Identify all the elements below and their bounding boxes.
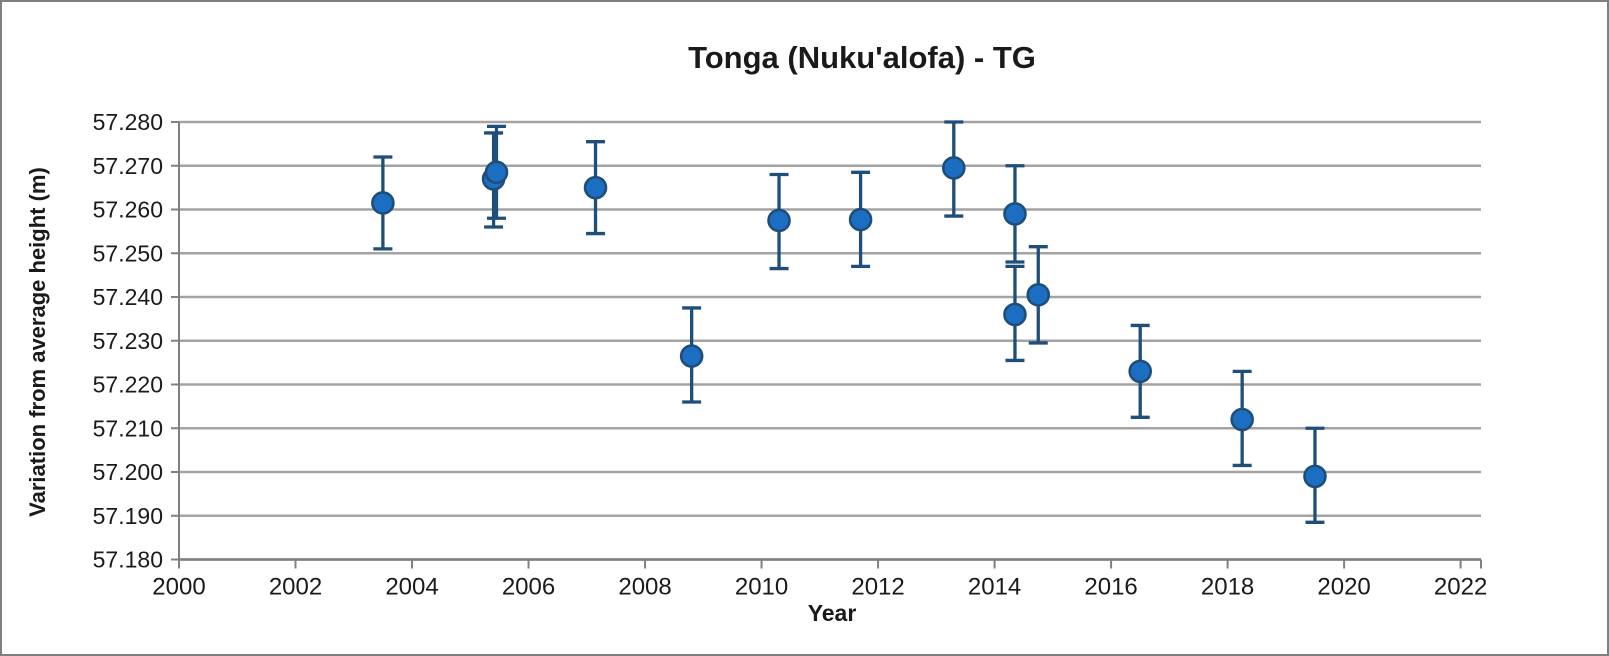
data-point (941, 156, 966, 180)
data-point (1003, 302, 1027, 327)
data-point (767, 208, 791, 233)
data-point (1128, 359, 1153, 384)
x-tick-label: 2016 (1084, 574, 1137, 601)
y-tick-label: 57.280 (93, 109, 163, 135)
x-tick-label: 2020 (1317, 574, 1370, 601)
y-tick-label: 57.230 (93, 328, 163, 354)
data-point (1303, 464, 1327, 489)
x-tick-label: 2014 (968, 574, 1021, 601)
x-tick-label: 2000 (152, 574, 205, 601)
y-tick-label: 57.270 (93, 153, 163, 179)
x-tick-label: 2012 (851, 574, 904, 601)
x-tick-label: 2022 (1434, 574, 1487, 601)
y-tick-label: 57.200 (93, 459, 163, 485)
y-tick-label: 57.260 (93, 197, 163, 223)
data-point (848, 207, 873, 232)
chart-title: Tonga (Nuku'alofa) - TG (688, 40, 1036, 75)
data-point (484, 160, 509, 185)
x-tick-label: 2008 (618, 574, 671, 601)
data-point (1230, 407, 1254, 432)
data-point (1003, 202, 1027, 226)
y-tick-label: 57.250 (93, 240, 163, 266)
y-tick-label: 57.210 (93, 415, 163, 441)
y-tick-label: 57.220 (93, 372, 163, 398)
x-axis-title: Year (807, 600, 857, 626)
x-tick-label: 2004 (385, 574, 438, 601)
y-tick-label: 57.240 (93, 284, 163, 310)
x-tick-label: 2018 (1201, 574, 1254, 601)
x-tick-label: 2010 (735, 574, 788, 601)
data-point (1026, 283, 1051, 307)
y-tick-label: 57.190 (93, 503, 163, 529)
data-point (583, 175, 608, 200)
y-tick-label: 57.180 (93, 547, 163, 573)
x-tick-label: 2006 (502, 574, 555, 601)
data-point (371, 191, 395, 215)
data-point (679, 344, 704, 368)
x-tick-label: 2002 (269, 574, 322, 601)
